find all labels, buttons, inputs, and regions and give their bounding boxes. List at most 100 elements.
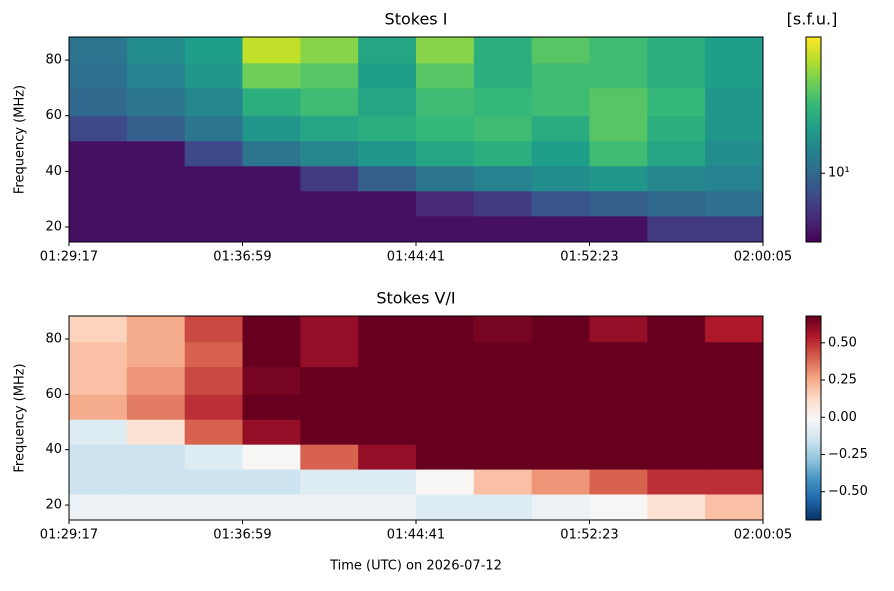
- heatmap-cell: [416, 140, 475, 167]
- heatmap-cell: [358, 469, 417, 495]
- heatmap-cell: [126, 366, 186, 395]
- heatmap-cell: [126, 394, 186, 420]
- colorbar-step: [806, 484, 821, 488]
- colorbar-step: [806, 333, 821, 337]
- colorbar-step: [806, 476, 821, 480]
- heatmap-cell: [647, 366, 706, 395]
- heatmap-cell: [647, 115, 706, 142]
- heatmap-cell: [416, 165, 475, 192]
- colorbar-tick-label: 10¹: [828, 166, 850, 181]
- heatmap-cell: [473, 394, 533, 420]
- x-tick-label: 01:44:41: [387, 528, 445, 543]
- heatmap-cell: [126, 316, 186, 343]
- colorbar-step: [806, 466, 821, 470]
- heatmap-cell: [416, 419, 475, 445]
- colorbar-step: [806, 361, 821, 365]
- heatmap-cell: [184, 190, 243, 217]
- heatmap-cell: [358, 341, 417, 368]
- heatmap-cell: [358, 87, 417, 117]
- heatmap-cell: [358, 190, 417, 217]
- colorbar-step: [806, 489, 821, 493]
- colorbar-step: [806, 456, 821, 460]
- colorbar-step: [806, 129, 821, 133]
- colorbar-step: [806, 39, 821, 43]
- colorbar-step: [806, 438, 821, 442]
- colorbar-step: [806, 425, 821, 429]
- colorbar-step: [806, 190, 821, 194]
- colorbar-step: [806, 198, 821, 202]
- heatmap-cell: [473, 37, 533, 64]
- colorbar-step: [806, 124, 821, 128]
- panel-title: Stokes V/I: [376, 289, 455, 308]
- heatmap-cell: [705, 493, 764, 521]
- colorbar-step: [806, 157, 821, 161]
- colorbar-step: [806, 443, 821, 447]
- heatmap-cell: [69, 190, 128, 217]
- heatmap-cell: [126, 62, 186, 89]
- colorbar-step: [806, 47, 821, 51]
- colorbar-step: [806, 218, 821, 222]
- colorbar-step: [806, 349, 821, 353]
- colorbar-step: [806, 144, 821, 148]
- colorbar-step: [806, 75, 821, 79]
- colorbar-step: [806, 471, 821, 475]
- heatmap-cell: [69, 37, 128, 64]
- colorbar-step: [806, 149, 821, 153]
- colorbar-step: [806, 44, 821, 48]
- heatmap-cell: [242, 419, 301, 445]
- heatmap-cell: [589, 115, 648, 142]
- heatmap-cell: [705, 140, 764, 167]
- heatmap-cell: [705, 190, 764, 217]
- colorbar-step: [806, 93, 821, 97]
- heatmap-cell: [126, 469, 186, 495]
- heatmap-cell: [358, 140, 417, 167]
- colorbar-step: [806, 453, 821, 457]
- heatmap-cell: [300, 316, 359, 343]
- colorbar-step: [806, 165, 821, 169]
- heatmap-cell: [416, 493, 475, 521]
- heatmap-cell: [300, 366, 359, 395]
- colorbar-step: [806, 65, 821, 69]
- colorbar-step: [806, 221, 821, 225]
- colorbar-step: [806, 208, 821, 212]
- colorbar-step: [806, 359, 821, 363]
- panel-title: Stokes I: [385, 10, 448, 29]
- colorbar-step: [806, 354, 821, 358]
- colorbar-step: [806, 160, 821, 164]
- heatmap-cell: [69, 493, 128, 521]
- colorbar-step: [806, 318, 821, 322]
- y-tick-label: 80: [45, 331, 62, 346]
- heatmap-cell: [589, 215, 648, 243]
- colorbar-step: [806, 374, 821, 378]
- colorbar-step: [806, 326, 821, 330]
- colorbar-step: [806, 512, 821, 516]
- heatmap-cell: [69, 115, 128, 142]
- heatmap-cell: [473, 469, 533, 495]
- colorbar-step: [806, 42, 821, 46]
- colorbar-step: [806, 400, 821, 404]
- heatmap-cell: [126, 493, 186, 521]
- colorbar-step: [806, 142, 821, 146]
- colorbar-step: [806, 420, 821, 424]
- colorbar-step: [806, 372, 821, 376]
- y-axis-label: Frequency (MHz): [13, 363, 28, 472]
- heatmap-cell: [126, 419, 186, 445]
- heatmap-cell: [184, 215, 243, 243]
- heatmap-cell: [126, 140, 186, 167]
- heatmap-cell: [473, 87, 533, 117]
- heatmap-cell: [300, 394, 359, 420]
- heatmap-cell: [69, 394, 128, 420]
- heatmap-cell: [589, 37, 648, 64]
- colorbar-frame: [805, 315, 822, 521]
- colorbar-tick-label: −0.50: [828, 484, 868, 499]
- x-tick-label: 01:52:23: [560, 250, 618, 265]
- colorbar-step: [806, 239, 821, 243]
- heatmap-cell: [647, 493, 706, 521]
- colorbar-step: [806, 328, 821, 332]
- heatmap-cell: [358, 316, 417, 343]
- colorbar-tick-label: 0.25: [828, 373, 857, 388]
- colorbar-step: [806, 180, 821, 184]
- heatmap-cell: [184, 37, 243, 64]
- heatmap-cell: [126, 115, 186, 142]
- heatmap-cell: [242, 37, 301, 64]
